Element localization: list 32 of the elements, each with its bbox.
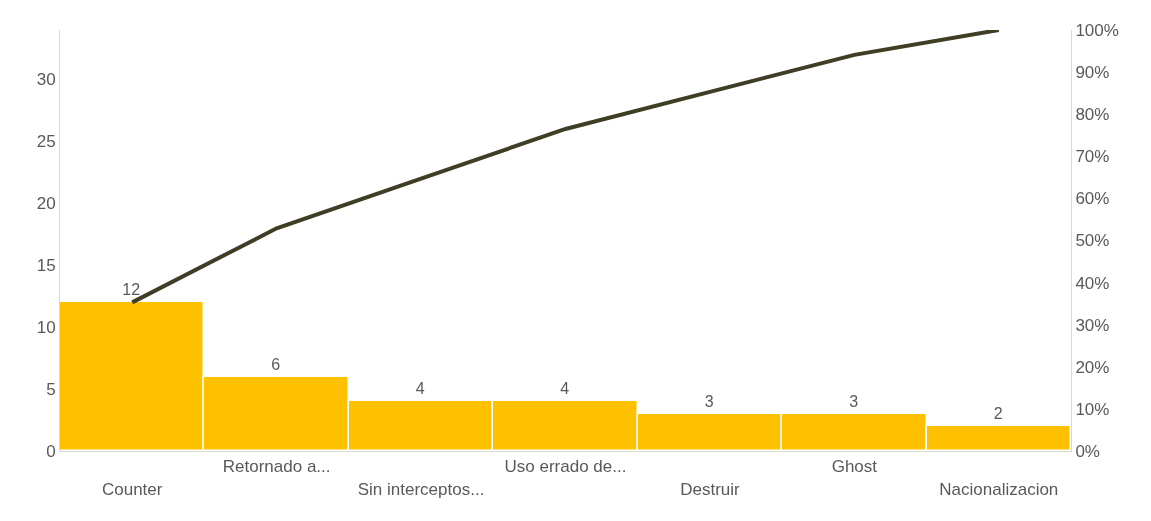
y-tick-label: 30: [36, 70, 56, 90]
x-tick-label: Sin interceptos...: [357, 479, 485, 499]
y-tick-label: 15: [36, 256, 56, 276]
y2-tick-label: 80%: [1075, 105, 1110, 125]
y2-tick-label: 10%: [1075, 399, 1110, 419]
data-label: 4: [415, 380, 425, 398]
x-tick-label: Retornado a...: [222, 457, 331, 477]
y-tick-label: 25: [36, 132, 56, 152]
y2-tick-label: 70%: [1075, 147, 1110, 167]
y-tick-label: 5: [46, 380, 56, 400]
data-label: 6: [271, 356, 281, 374]
y-tick-label: 0: [46, 441, 56, 461]
y2-tick-label: 60%: [1075, 189, 1110, 209]
y2-tick-label: 30%: [1075, 315, 1110, 335]
x-tick-label: Uso errado de...: [504, 457, 627, 477]
y2-tick-label: 40%: [1075, 273, 1110, 293]
y-tick-label: 10: [36, 318, 56, 338]
data-label: 3: [849, 393, 859, 411]
y-tick-label: 20: [36, 194, 56, 214]
y2-tick-label: 100%: [1075, 20, 1119, 40]
x-tick-label: Nacionalizacion: [939, 479, 1059, 499]
x-tick-label: Destruir: [680, 479, 741, 499]
data-label: 3: [704, 393, 714, 411]
data-label: 4: [560, 380, 570, 398]
y2-tick-label: 90%: [1075, 63, 1110, 83]
y2-tick-label: 20%: [1075, 357, 1110, 377]
y2-tick-label: 50%: [1075, 231, 1110, 251]
y2-tick-label: 0%: [1075, 441, 1100, 461]
data-label: 12: [122, 281, 141, 299]
x-tick-label: Counter: [101, 479, 163, 499]
data-label: 2: [993, 405, 1003, 423]
x-tick-label: Ghost: [831, 457, 878, 477]
